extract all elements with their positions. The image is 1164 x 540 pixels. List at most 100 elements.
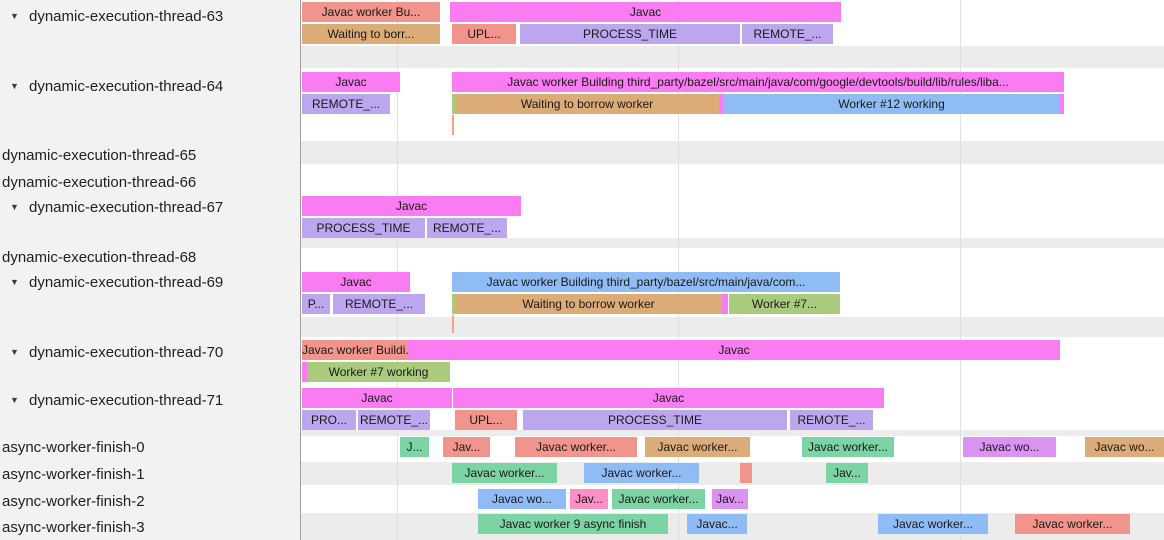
trace-event-bar[interactable]: Jav... [443,437,490,457]
trace-event-bar[interactable]: Waiting to borrow worker [455,294,722,314]
trace-event-bar[interactable]: P... [302,294,330,314]
trace-event-bar[interactable]: Javac worker... [645,437,750,457]
trace-event-bar[interactable]: Javac [408,340,1060,360]
track-alt-band [301,317,1164,337]
trace-event-bar[interactable]: Javac worker... [612,489,705,509]
trace-event-bar[interactable]: Javac [302,196,521,216]
track-label[interactable]: ▼ dynamic-execution-thread-67 [10,196,223,218]
track-name-text: async-worker-finish-0 [2,438,145,456]
trace-event-bar[interactable]: PROCESS_TIME [302,218,425,238]
track-name-text: dynamic-execution-thread-66 [2,173,197,191]
trace-event-bar[interactable]: Worker #7 working [307,362,450,382]
trace-event-bar[interactable]: Javac worker... [452,463,557,483]
track-alt-band [301,238,1164,248]
trace-event-bar[interactable]: REMOTE_... [302,94,390,114]
trace-event-bar[interactable]: J... [400,437,429,457]
track-label[interactable]: dynamic-execution-thread-65 [2,144,196,166]
trace-event-bar[interactable]: Waiting to borr... [302,24,440,44]
expander-triangle-icon[interactable]: ▼ [10,395,19,405]
trace-event-bar[interactable]: Javac worker 9 async finish [478,514,668,534]
trace-event-bar[interactable]: Worker #12 working [723,94,1060,114]
track-label[interactable]: async-worker-finish-1 [2,463,145,485]
track-name-text: dynamic-execution-thread-71 [29,391,224,409]
track-name-text: async-worker-finish-1 [2,465,145,483]
trace-event-bar[interactable]: PROCESS_TIME [520,24,740,44]
trace-event-bar[interactable]: Javac worker... [515,437,637,457]
track-name-text: dynamic-execution-thread-64 [29,77,224,95]
trace-event-bar[interactable]: Jav... [570,489,608,509]
trace-event-bar[interactable]: Javac [453,388,884,408]
trace-event-bar[interactable]: Javac [302,72,400,92]
trace-event-bar[interactable] [740,463,752,483]
trace-event-bar[interactable]: Javac... [687,514,747,534]
trace-event-bar[interactable]: PROCESS_TIME [523,410,787,430]
track-label[interactable]: ▼ dynamic-execution-thread-69 [10,271,223,293]
track-name-text: dynamic-execution-thread-70 [29,343,224,361]
trace-event-bar[interactable]: Javac [450,2,841,22]
track-label[interactable]: async-worker-finish-2 [2,490,145,512]
track-label[interactable]: ▼ dynamic-execution-thread-70 [10,341,223,363]
trace-event-bar[interactable]: Jav... [826,463,868,483]
time-gridline [397,0,398,540]
trace-event-bar[interactable]: Javac worker... [878,514,988,534]
trace-event-bar[interactable]: Jav... [712,489,748,509]
track-alt-band [301,462,1164,485]
trace-event-bar[interactable]: Javac worker Bu... [302,2,440,22]
track-alt-band [301,430,1164,436]
track-label[interactable]: ▼ dynamic-execution-thread-71 [10,389,223,411]
trace-event-bar[interactable]: Javac worker... [1015,514,1130,534]
trace-event-bar[interactable]: REMOTE_... [790,410,873,430]
expander-triangle-icon[interactable]: ▼ [10,11,19,21]
trace-event-bar[interactable]: Javac worker Building third_party/bazel/… [452,72,1064,92]
trace-event-bar[interactable]: Javac wo... [1085,437,1164,457]
expander-triangle-icon[interactable]: ▼ [10,81,19,91]
trace-event-bar[interactable] [302,362,307,382]
expander-triangle-icon[interactable]: ▼ [10,347,19,357]
track-name-text: dynamic-execution-thread-68 [2,248,197,266]
track-name-text: dynamic-execution-thread-63 [29,7,224,25]
trace-event-bar[interactable]: Javac wo... [478,489,566,509]
time-gridline [678,0,679,540]
expander-triangle-icon[interactable]: ▼ [10,277,19,287]
track-name-text: async-worker-finish-3 [2,518,145,536]
track-name-text: dynamic-execution-thread-65 [2,146,197,164]
trace-event-bar[interactable] [719,94,723,114]
trace-event-bar[interactable] [452,294,455,314]
trace-event-bar[interactable]: UPL... [452,24,516,44]
track-label[interactable]: async-worker-finish-0 [2,436,145,458]
track-label[interactable]: async-worker-finish-3 [2,516,145,538]
trace-event-bar[interactable]: REMOTE_... [427,218,507,238]
track-label[interactable]: ▼ dynamic-execution-thread-63 [10,5,223,27]
track-alt-band [301,141,1164,164]
trace-event-bar[interactable]: Javac worker Building third_party/bazel/… [452,272,840,292]
trace-event-bar[interactable] [722,294,728,314]
track-label-panel: ▼ dynamic-execution-thread-63 ▼ dynamic-exe… [0,0,301,540]
time-gridline [960,0,961,540]
trace-event-bar[interactable]: Javac worker... [802,437,894,457]
track-name-text: dynamic-execution-thread-69 [29,273,224,291]
trace-event-bar[interactable]: Waiting to borrow worker [455,94,719,114]
flow-event-line [452,315,454,333]
track-name-text: dynamic-execution-thread-67 [29,198,224,216]
trace-event-bar[interactable]: REMOTE_... [333,294,425,314]
trace-event-bar[interactable]: Javac worker Buildi... [302,340,408,360]
trace-event-bar[interactable]: Worker #7... [729,294,840,314]
trace-event-bar[interactable] [452,94,455,114]
trace-event-bar[interactable] [1060,94,1064,114]
expander-triangle-icon[interactable]: ▼ [10,202,19,212]
trace-event-bar[interactable]: Javac wo... [963,437,1056,457]
trace-event-bar[interactable]: Javac [302,272,410,292]
track-alt-band [301,46,1164,68]
trace-event-bar[interactable]: PRO... [302,410,356,430]
track-label[interactable]: ▼ dynamic-execution-thread-64 [10,75,223,97]
trace-event-bar[interactable]: REMOTE_... [742,24,833,44]
trace-event-bar[interactable]: REMOTE_... [358,410,430,430]
track-label[interactable]: dynamic-execution-thread-68 [2,246,196,268]
track-name-text: async-worker-finish-2 [2,492,145,510]
trace-event-bar[interactable]: UPL... [455,410,517,430]
track-label[interactable]: dynamic-execution-thread-66 [2,171,196,193]
trace-event-bar[interactable]: Javac worker... [584,463,699,483]
trace-event-bar[interactable]: Javac [302,388,452,408]
